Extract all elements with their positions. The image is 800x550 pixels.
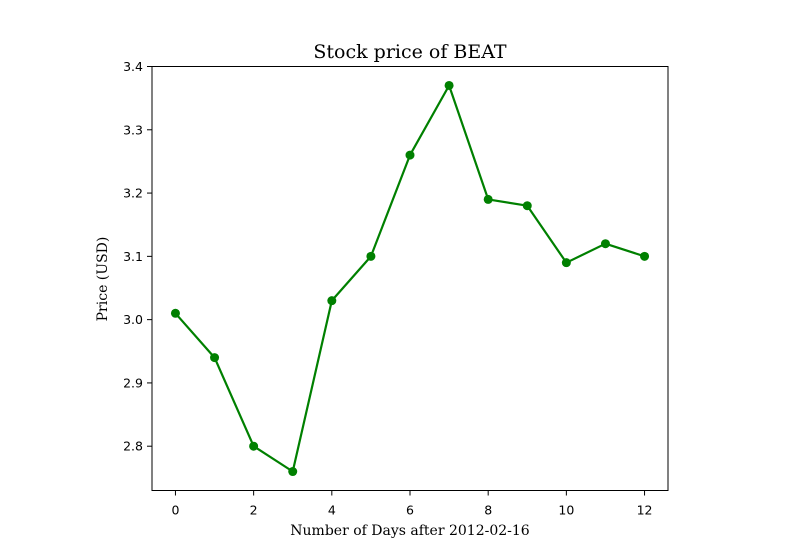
data-point [249,441,259,451]
y-tick-label: 2.8 [123,439,143,454]
x-tick-label: 12 [637,503,653,518]
data-point [640,251,650,261]
x-tick-label: 10 [558,503,574,518]
plot-area [170,80,650,477]
data-point [327,296,337,306]
y-axis: 2.8 2.9 3.0 3.1 3.2 3.3 3.4 [123,59,152,454]
x-axis: 0 2 4 6 8 10 12 [171,490,653,518]
data-point [522,201,532,211]
data-point [444,80,454,90]
x-tick-label: 2 [250,503,258,518]
data-point [405,150,415,160]
data-point [288,467,298,477]
data-point [170,308,180,318]
x-tick-label: 0 [171,503,179,518]
y-axis-label: Price (USD) [95,237,111,322]
y-tick-label: 2.9 [123,375,143,390]
data-point [600,239,610,249]
x-axis-label: Number of Days after 2012-02-16 [290,523,530,539]
data-point [561,258,571,268]
x-tick-label: 8 [484,503,492,518]
chart-title: Stock price of BEAT [313,41,507,63]
y-tick-label: 3.3 [123,122,143,137]
y-tick-label: 3.4 [123,59,143,74]
y-tick-label: 3.2 [123,186,143,201]
x-tick-label: 4 [328,503,336,518]
x-tick-label: 6 [406,503,414,518]
y-tick-label: 3.1 [123,249,143,264]
data-point [366,251,376,261]
data-point [483,194,493,204]
data-point [210,353,220,363]
y-tick-label: 3.0 [123,312,143,327]
